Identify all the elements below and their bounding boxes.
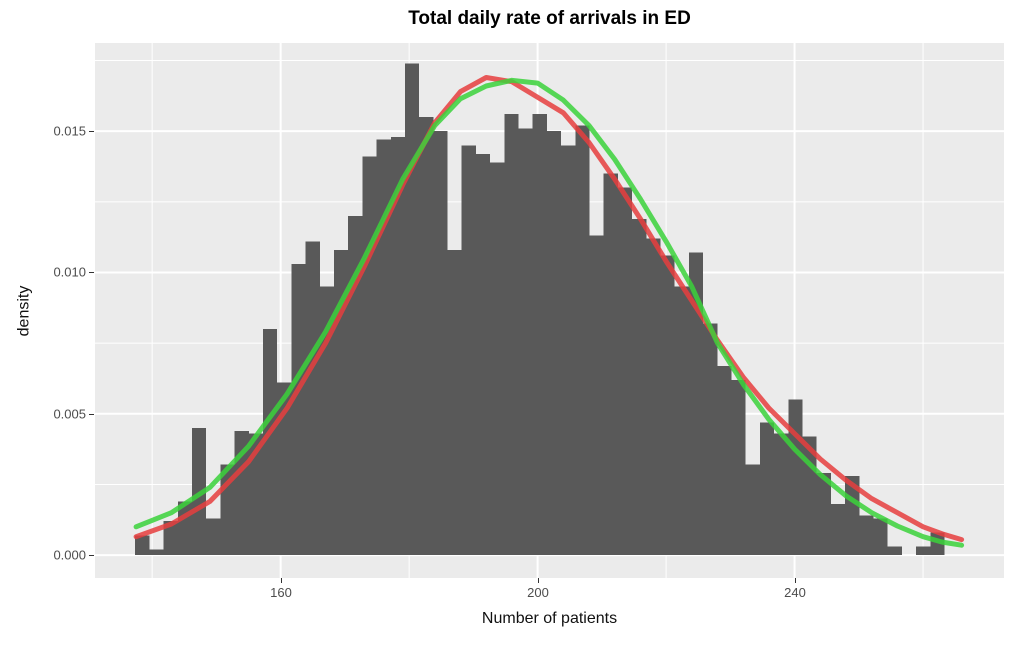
y-axis-tick-mark: [89, 555, 94, 556]
histogram-bar: [376, 139, 391, 556]
histogram-bar: [475, 153, 491, 556]
histogram-bar: [461, 145, 476, 556]
histogram-bar: [135, 535, 150, 556]
histogram-bar: [447, 249, 462, 556]
histogram-bar: [745, 464, 760, 556]
histogram-bar: [703, 323, 718, 556]
histogram-bar: [433, 131, 448, 556]
histogram-bar: [589, 235, 604, 556]
histogram-bar: [859, 515, 874, 556]
y-axis-tick-mark: [89, 414, 94, 415]
histogram-bar: [717, 365, 732, 556]
y-axis-tick-label: 0.010: [53, 264, 86, 280]
histogram-bar: [632, 218, 647, 556]
histogram-bar: [546, 131, 562, 556]
histogram-bar: [774, 433, 789, 556]
plot-panel: [95, 43, 1004, 578]
fitted-normal-curve: [133, 75, 965, 543]
histogram-bar: [319, 286, 334, 556]
histogram-bar: [362, 156, 377, 556]
histogram-bar: [490, 162, 505, 556]
histogram-bar: [262, 329, 278, 556]
x-axis-title: Number of patients: [481, 610, 618, 627]
chart-title: Total daily rate of arrivals in ED: [408, 8, 691, 29]
histogram-bar: [617, 187, 633, 556]
histogram-bar: [305, 241, 320, 556]
histogram-bar: [518, 128, 533, 556]
histogram-bar: [788, 399, 803, 556]
y-axis-tick-label: 0.005: [53, 406, 86, 422]
histogram-bar: [163, 521, 178, 556]
histogram-bar: [248, 433, 263, 556]
x-axis-tick-label: 160: [270, 585, 292, 600]
y-axis-tick-mark: [89, 272, 94, 273]
histogram-bar: [674, 286, 689, 556]
histogram-bar: [419, 117, 434, 556]
x-axis-tick-label: 240: [784, 585, 806, 600]
histogram-bar: [206, 518, 221, 556]
kernel-density-curve: [133, 77, 965, 548]
histogram-bar: [348, 215, 363, 556]
histogram-bar: [333, 249, 349, 556]
histogram-plot: [95, 43, 1004, 578]
histogram-bar: [532, 114, 547, 556]
histogram-bar: [816, 473, 831, 556]
x-axis-tick-mark: [538, 578, 539, 583]
x-axis-tick-mark: [281, 578, 282, 583]
histogram-bar: [731, 379, 746, 556]
histogram-bar: [830, 504, 846, 556]
y-axis-tick-label: 0.000: [53, 547, 86, 563]
histogram-bar: [291, 264, 306, 556]
histogram-bar: [504, 114, 519, 556]
y-axis-tick-label: 0.015: [53, 123, 86, 139]
histogram-bar: [887, 546, 902, 556]
histogram-bar: [404, 63, 420, 556]
x-axis-tick-mark: [795, 578, 796, 583]
y-axis-tick-mark: [89, 131, 94, 132]
y-axis-title: density: [14, 43, 34, 578]
histogram-bar: [688, 252, 704, 556]
histogram-bar: [277, 382, 292, 556]
histogram-bar: [390, 136, 405, 556]
histogram-bar: [603, 173, 618, 556]
histogram-bar: [149, 549, 164, 556]
histogram-bar: [759, 422, 775, 556]
histogram-bar: [575, 125, 590, 556]
x-axis-tick-label: 200: [527, 585, 549, 600]
histogram-bar: [916, 546, 931, 556]
y-axis-title-text: density: [15, 285, 33, 336]
histogram-bar: [646, 238, 661, 556]
histogram-bar: [660, 255, 675, 556]
histogram-bar: [873, 518, 888, 556]
histogram-bar: [561, 145, 576, 556]
